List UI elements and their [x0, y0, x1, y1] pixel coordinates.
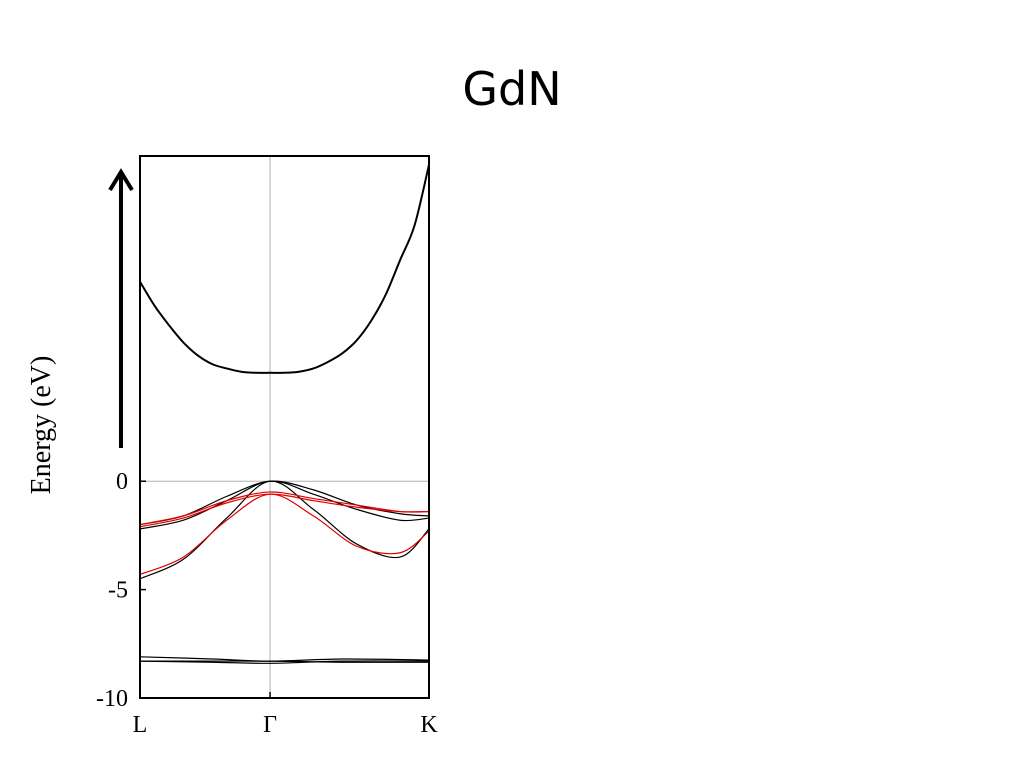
x-tick-label: K — [420, 712, 438, 738]
band-line-black-8 — [140, 660, 429, 663]
band-line-black-0 — [140, 164, 429, 374]
bands-layer — [140, 164, 429, 664]
ticks-layer: 0 -5 -10L Γ K — [96, 469, 438, 738]
y-axis-label: Energy (eV) — [26, 356, 57, 495]
x-tick-label: L — [133, 712, 148, 738]
band-line-red-6 — [140, 491, 429, 526]
y-tick-label: -5 — [108, 578, 128, 604]
band-line-black-9 — [140, 660, 429, 664]
arrow-head — [108, 168, 134, 192]
grid-layer — [140, 156, 429, 698]
x-tick-label: Γ — [263, 712, 277, 738]
plot-frame — [139, 155, 430, 699]
band-line-red-4 — [140, 493, 429, 575]
band-line-black-2 — [140, 480, 429, 530]
band-line-black-1 — [140, 480, 429, 580]
y-tick-label: 0 — [116, 469, 128, 495]
energy-arrow — [108, 168, 134, 448]
slide-title: GdN — [462, 62, 562, 116]
band-line-red-5 — [140, 493, 429, 528]
y-tick-label: -10 — [96, 686, 128, 712]
